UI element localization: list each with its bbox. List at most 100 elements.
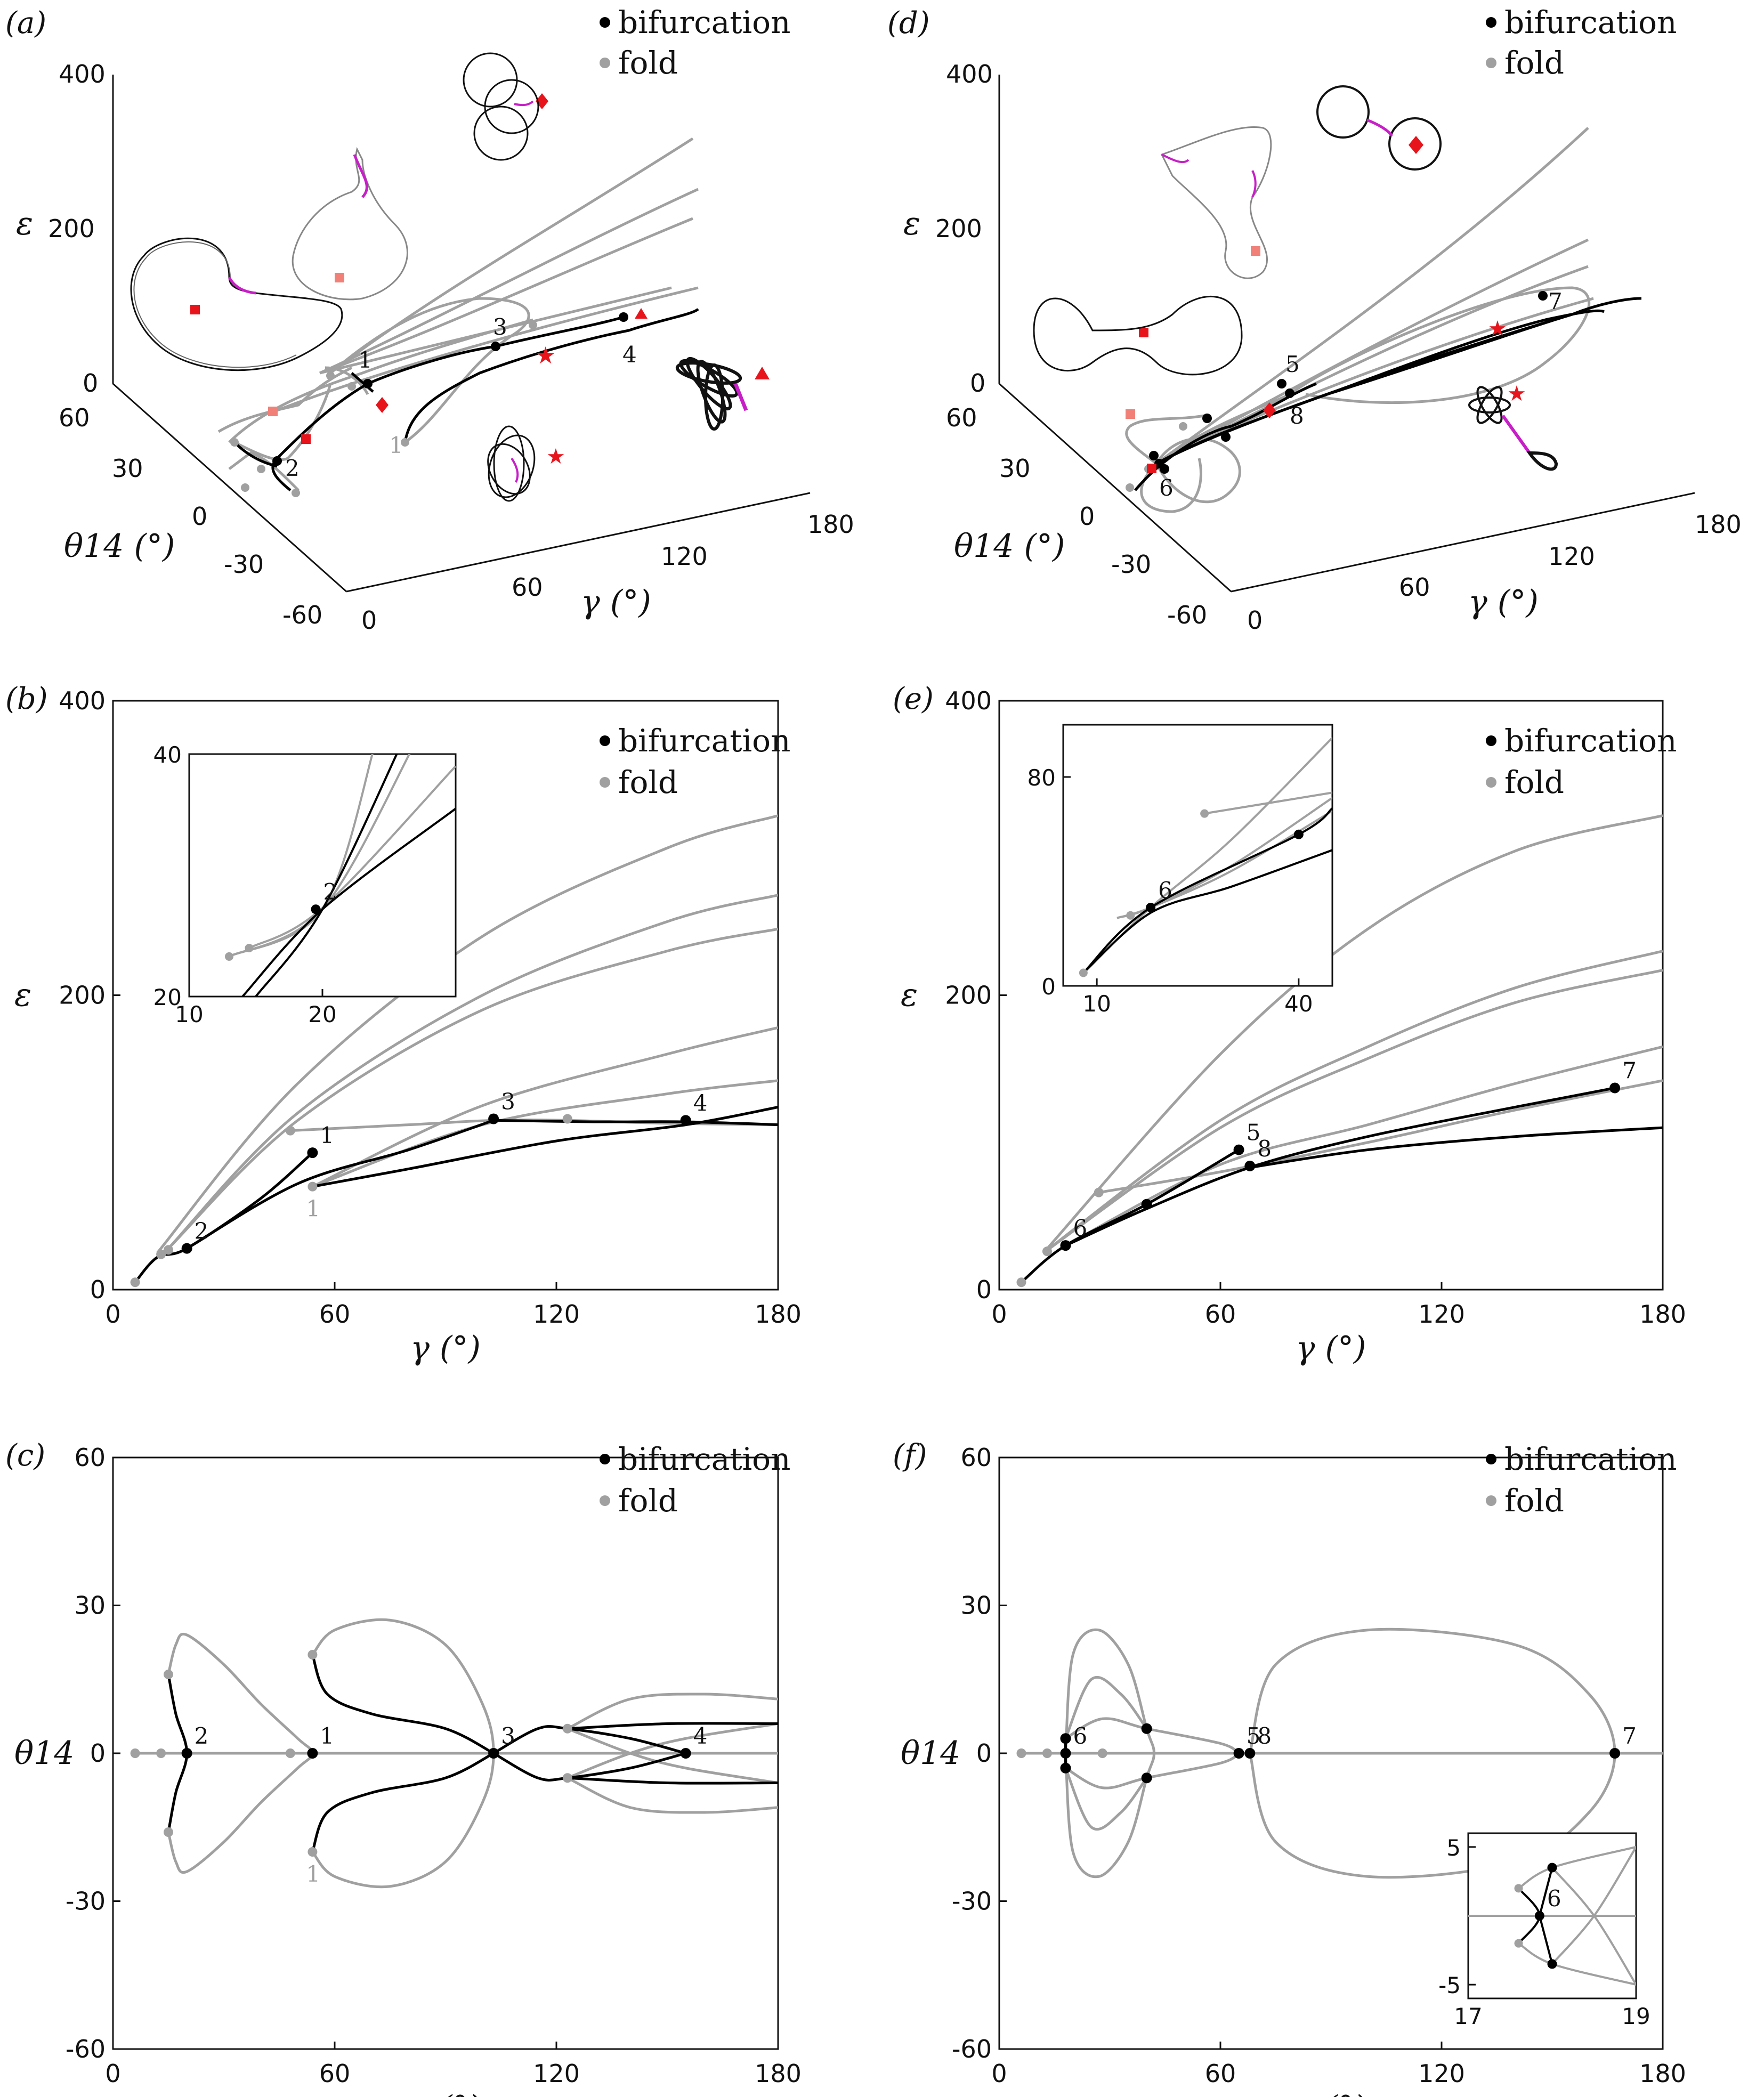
gamma-axis-d: [1231, 492, 1695, 593]
y-axis-label: ε: [901, 977, 918, 1014]
bifurcation-point: [1233, 1748, 1244, 1759]
fold-branch: [1064, 1628, 1156, 1879]
legend: bifurcation fold: [600, 1441, 790, 1519]
gamma-tick-180-a: 180: [807, 510, 854, 539]
legend-fold-label: fold: [618, 764, 678, 800]
bifurcation-point: [307, 1147, 318, 1159]
inset-bifurcation-branch: [255, 754, 398, 997]
epsilon-label-a: ε: [16, 205, 33, 242]
y-tick-label: 400: [945, 686, 992, 715]
inset-series-group: [229, 754, 456, 997]
inset: 17 19 -5 5 6: [1438, 1832, 1650, 2029]
legend-fold-marker: [600, 58, 610, 68]
bifurcation-label: 7: [1622, 1058, 1637, 1084]
bifurcation-label: 4: [693, 1723, 708, 1749]
x-axis-label: γ (°): [1296, 1330, 1366, 1367]
fold-point: [156, 1748, 166, 1758]
gamma-axis-a: [346, 492, 811, 593]
eps-tick-400-a: 400: [59, 60, 106, 88]
point-label-2-a: 2: [285, 455, 300, 481]
inset-x-tick-label: 10: [1082, 991, 1111, 1017]
bifurcation-point: [1060, 1762, 1071, 1774]
panel-a: (a) 400 200 0 ε 60 30 0 -30 -60 θ14 (°) …: [5, 4, 854, 635]
fold-branch: [312, 1079, 778, 1188]
theta-label-d: θ14 (°): [954, 528, 1065, 565]
theta-axis-a: [112, 383, 347, 593]
inset-fold-branch: [1518, 1942, 1636, 1986]
fold-label: 1: [306, 1861, 320, 1887]
inset-series-group: [1082, 737, 1332, 974]
y-tick-label: 400: [59, 686, 106, 715]
theta-tick-m30-d: -30: [1111, 550, 1151, 579]
inset-bifurcation-label: 2: [323, 879, 338, 905]
fold-branch: [1065, 1045, 1663, 1247]
fold-marker: [1179, 422, 1187, 431]
bifurcation-branches-d: [1134, 297, 1642, 491]
y-tick-label: 60: [960, 1443, 992, 1472]
panel-b: (b) 0 60 120 180 0 200 400 1 1 2 3 4 γ (°) ε bifurcatio…: [5, 682, 802, 1367]
x-tick-label: 0: [105, 2059, 120, 2088]
fold-branches-a: [217, 137, 699, 491]
x-tick-label: 0: [991, 2059, 1007, 2088]
legend-bifurcation-label: bifurcation: [618, 723, 790, 759]
legend-bifurcation-marker: [600, 735, 610, 746]
bifurcation-label: 5: [1247, 1723, 1261, 1749]
x-tick-label: 180: [1639, 2059, 1686, 2088]
legend-fold-label: fold: [1504, 45, 1564, 81]
theta-label-a: θ14 (°): [64, 528, 175, 565]
bifurcation-branch: [311, 1752, 495, 1852]
fold-point: [285, 1126, 295, 1136]
bifurcation-point: [181, 1748, 192, 1759]
inset-y-tick-label: -5: [1438, 1972, 1461, 1998]
gamma-label-d: γ (°): [1468, 584, 1539, 621]
legend-fold-label: fold: [618, 1483, 678, 1519]
series-group: [134, 814, 778, 1283]
square-marker: [190, 305, 200, 314]
bifurcation-label: 8: [1257, 1723, 1272, 1749]
bifurcation-branch: [312, 1105, 778, 1188]
gamma-tick-0-d: 0: [1247, 606, 1263, 635]
fold-branches-d: [1125, 127, 1594, 513]
bifurcation-marker: [1221, 432, 1231, 442]
bifurcation-branch: [1020, 1148, 1240, 1284]
bifurcation-label: 1: [320, 1122, 334, 1148]
panel-label: (f): [893, 1438, 927, 1473]
inset-y-tick-label: 5: [1446, 1835, 1461, 1861]
fold-point: [285, 1748, 295, 1758]
shape-thumbnail-dumbbell-d: [1316, 85, 1442, 171]
inset-fold-point: [1514, 1939, 1523, 1948]
panel-label: (b): [5, 682, 48, 716]
fold-branch: [167, 894, 778, 1250]
bifurcation-marker: [491, 342, 500, 351]
legend-a: bifurcation fold: [600, 4, 790, 81]
y-axis-label: θ14: [14, 1735, 74, 1772]
fold-marker: [347, 382, 356, 391]
bifurcation-label: 8: [1257, 1136, 1272, 1162]
legend-bifurcation-label: bifurcation: [1504, 4, 1677, 41]
diamond-marker: [1409, 136, 1423, 154]
gamma-tick-60-d: 60: [1399, 573, 1430, 602]
fold-branch: [156, 814, 778, 1254]
fold-point: [308, 1847, 318, 1857]
bifurcation-point: [1141, 1723, 1152, 1734]
legend-bifurcation-marker: [1486, 17, 1496, 28]
bifurcation-marker: [363, 379, 373, 388]
fold-marker: [326, 371, 335, 380]
legend-bifurcation-label: bifurcation: [618, 1441, 790, 1477]
bifurcation-marker: [1538, 291, 1548, 301]
inset-plot-area: [188, 753, 457, 998]
star-marker: ★: [1488, 317, 1507, 341]
theta-tick-60-a: 60: [59, 403, 90, 432]
point-label-1-a: 1: [358, 347, 373, 373]
inset-fold-point: [1079, 968, 1088, 977]
inset-series-group: [1468, 1845, 1636, 1986]
y-axis-label: θ14: [901, 1735, 960, 1772]
bifurcation-point: [1141, 1199, 1152, 1210]
panel-label-d: (d): [887, 6, 930, 41]
x-tick-label: 120: [1418, 2059, 1465, 2088]
x-tick-label: 180: [1639, 1300, 1686, 1329]
fold-branch: [1042, 969, 1663, 1254]
fold-branch: [167, 927, 778, 1250]
fold-point: [130, 1277, 140, 1288]
theta-tick-30-a: 30: [112, 454, 143, 483]
